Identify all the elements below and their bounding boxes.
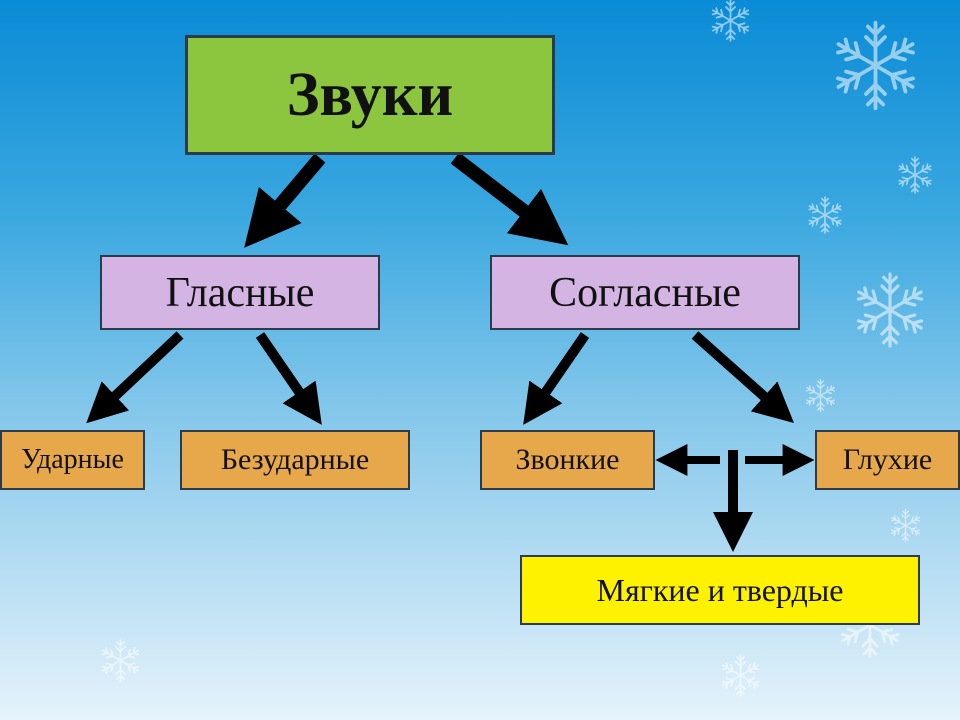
node-voiced: Звонкие bbox=[480, 430, 655, 490]
label-vowels: Гласные bbox=[166, 269, 315, 317]
arrow bbox=[95, 335, 180, 415]
arrow bbox=[695, 335, 785, 415]
arrow bbox=[255, 158, 320, 235]
arrow bbox=[530, 335, 585, 415]
arrow bbox=[455, 158, 555, 235]
node-voiceless: Глухие bbox=[815, 430, 960, 490]
label-root: Звуки bbox=[287, 60, 454, 131]
node-soft-hard: Мягкие и твердые bbox=[520, 555, 920, 625]
label-unstressed: Безударные bbox=[221, 443, 369, 477]
node-vowels: Гласные bbox=[100, 255, 380, 330]
label-softhard: Мягкие и твердые bbox=[597, 572, 844, 609]
arrow bbox=[260, 335, 315, 415]
label-voiceless: Глухие bbox=[843, 443, 932, 477]
node-unstressed: Безударные bbox=[180, 430, 410, 490]
label-consonants: Согласные bbox=[549, 269, 741, 317]
label-stressed: Ударные bbox=[21, 444, 124, 476]
label-voiced: Звонкие bbox=[516, 443, 620, 477]
node-sounds-root: Звуки bbox=[185, 35, 555, 155]
node-consonants: Согласные bbox=[490, 255, 800, 330]
node-stressed: Ударные bbox=[0, 430, 145, 490]
